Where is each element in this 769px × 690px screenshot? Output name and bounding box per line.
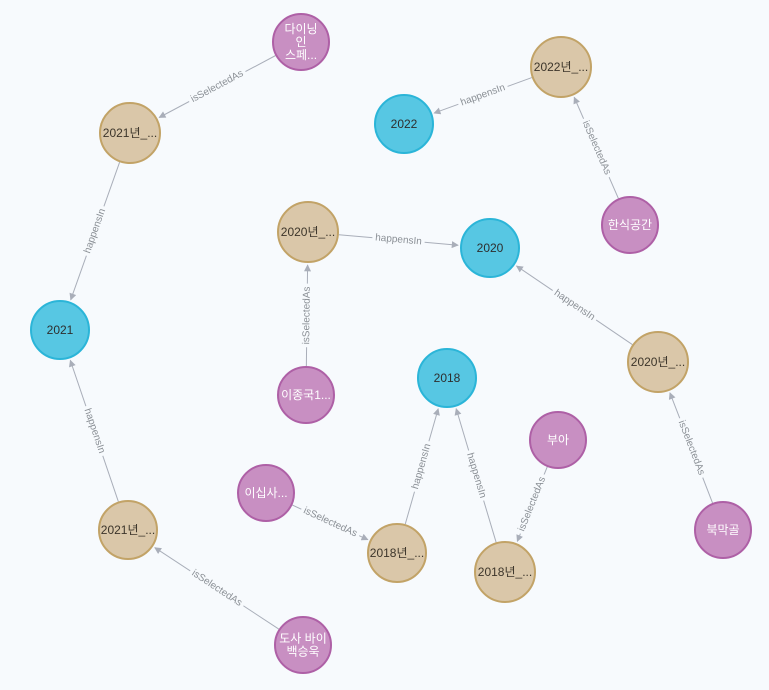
graph-node-event[interactable]: 2018년_...: [367, 523, 427, 583]
edge-line: [454, 407, 497, 543]
node-circle: [277, 201, 339, 263]
node-circle: [274, 616, 332, 674]
node-circle: [367, 523, 427, 583]
graph-node-year[interactable]: 2022: [374, 94, 434, 154]
edge-line: [69, 359, 119, 502]
node-circle: [417, 348, 477, 408]
node-circle: [99, 102, 161, 164]
edge-label: isSelectedAs: [301, 287, 313, 345]
graph-edge-isSelectedAs[interactable]: isSelectedAs: [298, 264, 316, 367]
node-label: 이종국1...: [281, 388, 331, 402]
edge-line: [515, 265, 633, 346]
graph-node-restaurant[interactable]: 도사 바이 백승욱: [274, 616, 332, 674]
node-circle: [474, 541, 536, 603]
node-circle: [277, 366, 335, 424]
node-circle: [627, 331, 689, 393]
edge-line: [154, 547, 280, 630]
node-label: 2021년_...: [101, 523, 155, 537]
node-circle: [98, 500, 158, 560]
edge-line: [668, 392, 714, 504]
node-label: 2020년_...: [631, 355, 685, 369]
graph-node-event[interactable]: 2022년_...: [530, 36, 592, 98]
graph-node-event[interactable]: 2018년_...: [474, 541, 536, 603]
graph-node-restaurant[interactable]: 이십사...: [237, 464, 295, 522]
node-circle: [460, 218, 520, 278]
graph-node-restaurant[interactable]: 한식공간: [601, 196, 659, 254]
graph-node-event[interactable]: 2021년_...: [98, 500, 158, 560]
edge-line: [292, 504, 369, 541]
node-label: 2020년_...: [281, 225, 335, 239]
node-label: 북막골: [706, 523, 739, 537]
node-label: 2018년_...: [370, 546, 424, 560]
node-label: 2020: [477, 241, 504, 255]
graph-node-year[interactable]: 2021: [30, 300, 90, 360]
node-label: 2022: [391, 117, 418, 131]
node-circle: [374, 94, 434, 154]
edge-line: [304, 264, 312, 367]
edge-line: [516, 466, 548, 543]
edge-line: [158, 55, 276, 118]
node-circle: [272, 13, 330, 71]
edge-line: [433, 77, 533, 115]
node-label: 2021: [47, 323, 74, 337]
graph-node-restaurant[interactable]: 다이닝 인 스페...: [272, 13, 330, 71]
node-circle: [529, 411, 587, 469]
graph-node-restaurant[interactable]: 부아: [529, 411, 587, 469]
edge-line: [69, 162, 121, 301]
graph-node-restaurant[interactable]: 이종국1...: [277, 366, 335, 424]
node-label: 부아: [547, 433, 569, 447]
node-label: 2021년_...: [103, 126, 157, 140]
node-label: 2022년_...: [534, 60, 588, 74]
graph-node-restaurant[interactable]: 북막골: [694, 501, 752, 559]
edge-line: [404, 408, 440, 525]
graph-node-event[interactable]: 2021년_...: [99, 102, 161, 164]
node-label: 한식공간: [608, 218, 652, 232]
node-label: 다이닝 인 스페...: [284, 22, 317, 62]
edge-line: [338, 234, 459, 249]
node-label: 이십사...: [244, 486, 287, 500]
node-circle: [30, 300, 90, 360]
node-label: 도사 바이 백승욱: [279, 632, 327, 659]
graph-node-year[interactable]: 2020: [460, 218, 520, 278]
node-label: 2018: [434, 371, 461, 385]
node-circle: [694, 501, 752, 559]
edge-line: [573, 96, 619, 199]
graph-node-year[interactable]: 2018: [417, 348, 477, 408]
node-circle: [530, 36, 592, 98]
graph-node-event[interactable]: 2020년_...: [277, 201, 339, 263]
nodes-layer: 다이닝 인 스페... 2021년_... 2022 2022년_... 한식공간 2020년…: [30, 13, 752, 674]
graph-node-event[interactable]: 2020년_...: [627, 331, 689, 393]
node-label: 2018년_...: [478, 565, 532, 579]
node-circle: [237, 464, 295, 522]
node-circle: [601, 196, 659, 254]
